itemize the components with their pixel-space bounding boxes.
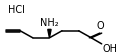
Text: HCl: HCl bbox=[8, 5, 24, 15]
Polygon shape bbox=[48, 29, 51, 38]
Text: NH₂: NH₂ bbox=[40, 18, 59, 28]
Text: OH: OH bbox=[102, 44, 117, 54]
Text: O: O bbox=[97, 21, 104, 31]
